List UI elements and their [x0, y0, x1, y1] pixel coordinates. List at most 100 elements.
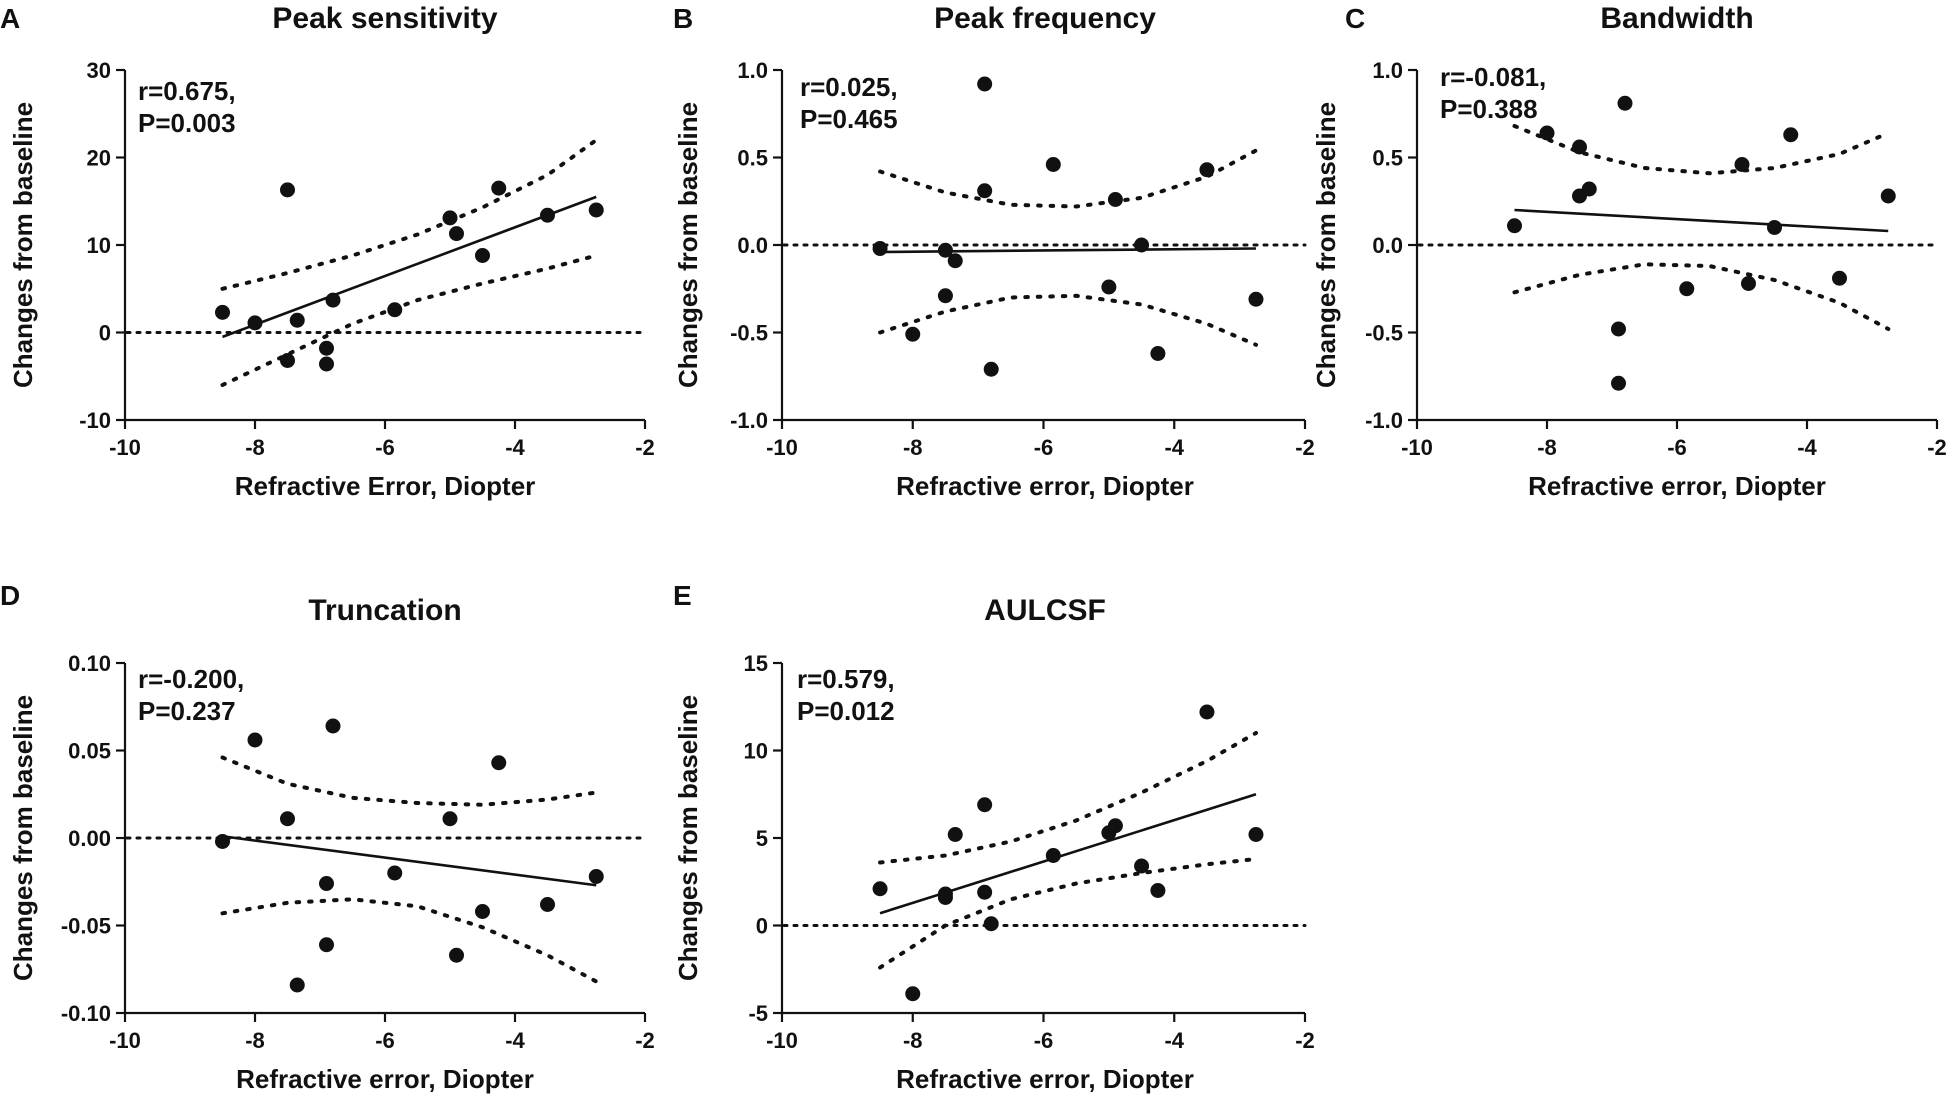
- x-tick-label-a: -10: [109, 435, 141, 460]
- y-tick-label-e: 5: [756, 826, 768, 851]
- panel-a: A Peak sensitivity Refractive Error, Dio…: [0, 2, 655, 501]
- data-point-b: [872, 241, 888, 256]
- ci-lower-b: [878, 293, 1258, 347]
- y-tick-label-b: 0.5: [737, 146, 768, 171]
- x-tick-label-b: -4: [1164, 435, 1184, 460]
- data-point-c: [1832, 270, 1847, 286]
- regression-line-e: [879, 793, 1257, 915]
- data-point-b: [1150, 346, 1166, 361]
- y-tick-label-a: 20: [87, 146, 111, 171]
- data-point-b: [937, 288, 953, 304]
- x-tick-label-e: -8: [903, 1028, 923, 1053]
- data-point-b: [947, 253, 963, 269]
- panel-letter-d: D: [0, 580, 20, 611]
- data-point-e: [1150, 883, 1166, 898]
- x-tick-label-e: -10: [766, 1028, 798, 1053]
- stat-r-d: r=-0.200,: [138, 664, 244, 694]
- data-point-c: [1767, 220, 1782, 235]
- data-point-b: [905, 326, 921, 342]
- data-point-c: [1572, 139, 1587, 155]
- data-point-c: [1611, 375, 1626, 391]
- x-tick-label-b: -6: [1034, 435, 1054, 460]
- x-axis-label-d: Refractive error, Diopter: [236, 1064, 534, 1094]
- data-point-a: [588, 202, 604, 218]
- stat-p-b: P=0.465: [800, 104, 898, 134]
- x-tick-label-c: -10: [1401, 435, 1433, 460]
- y-tick-label-e: -5: [748, 1001, 768, 1026]
- ci-upper-c: [1512, 124, 1891, 176]
- y-axis-label-b: Changes from baseline: [673, 102, 703, 388]
- regression-line-a: [222, 195, 597, 339]
- stat-r-b: r=0.025,: [800, 72, 898, 102]
- x-axis-label-a: Refractive Error, Diopter: [235, 471, 536, 501]
- y-tick-label-a: 0: [99, 321, 111, 346]
- stat-p-c: P=0.388: [1440, 94, 1538, 124]
- stat-p-e: P=0.012: [797, 696, 895, 726]
- panel-letter-c: C: [1345, 3, 1365, 34]
- regression-line-b: [880, 247, 1256, 254]
- data-point-a: [247, 315, 263, 331]
- y-tick-label-b: 0.0: [737, 233, 768, 258]
- data-point-b: [1134, 237, 1150, 253]
- data-point-d: [319, 937, 334, 953]
- data-point-a: [387, 302, 403, 318]
- data-point-a: [319, 356, 334, 372]
- x-tick-label-a: -4: [505, 435, 525, 460]
- ci-upper-b: [878, 148, 1258, 209]
- data-point-c: [1507, 218, 1522, 234]
- x-tick-label-c: -4: [1797, 435, 1817, 460]
- y-tick-label-d: -0.10: [61, 1001, 111, 1026]
- data-point-a: [491, 180, 507, 196]
- data-point-e: [937, 890, 953, 905]
- x-tick-label-d: -6: [375, 1028, 395, 1053]
- stat-r-c: r=-0.081,: [1440, 62, 1546, 92]
- regression-line-c: [1514, 208, 1889, 233]
- data-point-e: [872, 881, 888, 897]
- data-point-c: [1741, 276, 1756, 291]
- chart-title-c: Bandwidth: [1600, 2, 1753, 35]
- y-tick-label-a: 30: [87, 58, 111, 83]
- x-tick-label-d: -2: [635, 1028, 655, 1053]
- data-point-a: [215, 304, 230, 320]
- data-point-a: [289, 312, 305, 328]
- data-point-a: [540, 207, 555, 223]
- y-tick-label-b: -1.0: [730, 408, 768, 433]
- y-tick-label-d: 0.10: [68, 651, 111, 676]
- data-point-d: [247, 732, 263, 748]
- data-point-e: [947, 827, 963, 842]
- data-point-a: [280, 353, 295, 368]
- x-axis-label-c: Refractive error, Diopter: [1528, 471, 1826, 501]
- data-point-a: [319, 340, 334, 356]
- x-tick-label-e: -6: [1034, 1028, 1054, 1053]
- data-point-d: [449, 947, 464, 963]
- data-point-a: [325, 292, 341, 308]
- stat-p-a: P=0.003: [138, 108, 236, 138]
- data-point-b: [1199, 162, 1215, 178]
- data-point-a: [280, 182, 295, 198]
- x-tick-label-e: -2: [1295, 1028, 1315, 1053]
- x-tick-label-a: -6: [375, 435, 395, 460]
- y-tick-label-e: 10: [744, 739, 768, 764]
- data-point-e: [1248, 827, 1264, 842]
- y-tick-label-d: -0.05: [61, 914, 111, 939]
- ci-upper-d: [220, 755, 599, 807]
- x-tick-label-e: -4: [1164, 1028, 1184, 1053]
- data-point-e: [983, 916, 999, 932]
- data-point-e: [977, 797, 993, 813]
- data-point-c: [1783, 127, 1799, 143]
- data-point-d: [215, 834, 230, 849]
- stat-p-d: P=0.237: [138, 696, 236, 726]
- stat-r-a: r=0.675,: [138, 76, 236, 106]
- ci-upper-a: [220, 138, 599, 291]
- chart-title-a: Peak sensitivity: [272, 2, 497, 35]
- data-point-e: [1199, 704, 1215, 720]
- panel-b: B Peak frequency Refractive error, Diopt…: [673, 2, 1315, 501]
- y-tick-label-e: 0: [756, 914, 768, 939]
- y-tick-label-d: 0.05: [68, 739, 111, 764]
- data-point-d: [280, 811, 295, 827]
- data-point-d: [325, 718, 341, 734]
- panel-letter-a: A: [0, 3, 20, 34]
- data-point-b: [983, 361, 999, 377]
- data-point-d: [475, 904, 490, 919]
